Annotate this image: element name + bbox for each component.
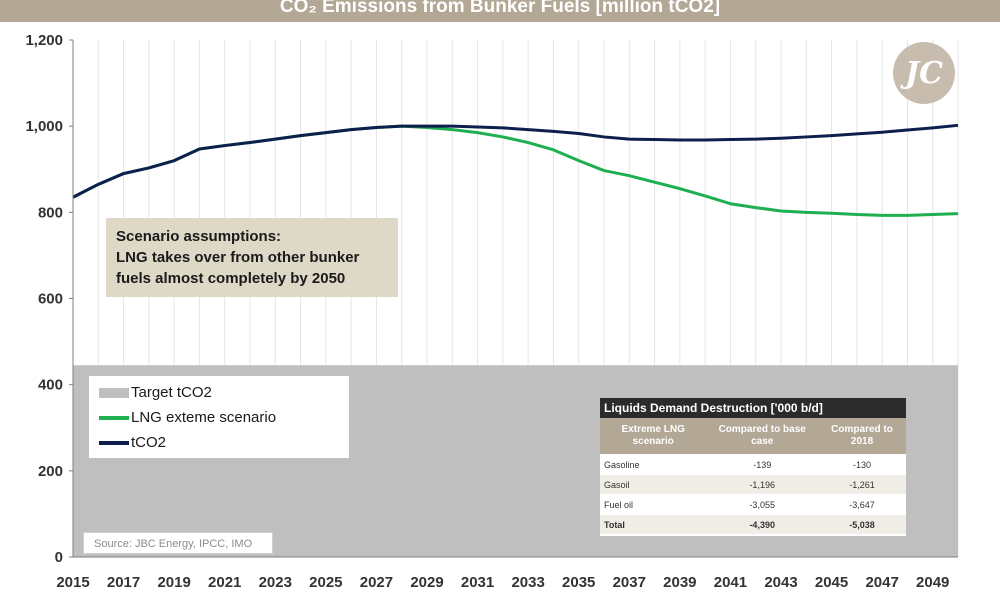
cell-2018: -5,038 [818,514,906,534]
x-tick-label: 2041 [714,574,747,591]
cell-2018: -3,647 [818,494,906,515]
x-tick-label: 2049 [916,574,949,591]
axes [69,39,958,558]
x-tick-label: 2045 [815,574,848,591]
annotation-line: Scenario assumptions: [116,228,282,245]
legend-label: tCO2 [131,434,167,451]
row-label: Gasoline [600,454,707,475]
legend-item-target: Target tCO2 [99,380,339,405]
scenario-annotation: Scenario assumptions: LNG takes over fro… [106,218,398,297]
logo-text: JC [904,55,944,91]
series-line-lng [72,124,959,217]
x-tick-label: 2035 [562,574,595,591]
x-tick-label: 2047 [865,574,898,591]
table-header: Extreme LNG scenario [600,418,707,455]
table-title: Liquids Demand Destruction ['000 b/d] [600,398,906,418]
y-tick-label: 0 [55,549,63,566]
series-line-tco2 [72,123,959,199]
legend-swatch-target [99,387,129,398]
liquids-demand-table: Liquids Demand Destruction ['000 b/d] Ex… [600,398,906,536]
table-row: Gasoil -1,196 -1,261 [600,474,906,495]
x-tick-label: 2033 [511,574,544,591]
x-tick-label: 2017 [107,574,140,591]
legend: Target tCO2 LNG exteme scenario tCO2 [89,376,349,458]
row-label: Gasoil [600,474,707,495]
legend-swatch-tco2 [99,440,129,445]
tick-labels: 0 200 400 600 800 1,000 1,200 2015 2017 2019 2021 2… [25,32,949,591]
y-tick-label: 800 [38,204,63,221]
y-tick-label: 1,000 [25,118,63,135]
x-tick-label: 2023 [259,574,292,591]
cell-2018: -1,261 [818,474,906,495]
cell-base: -1,196 [706,474,819,495]
x-tick-label: 2019 [157,574,190,591]
cell-base: -4,390 [706,514,819,534]
y-tick-label: 600 [38,291,63,308]
cell-base: -139 [706,454,819,475]
x-tick-label: 2027 [360,574,393,591]
source-note: Source: JBC Energy, IPCC, IMO [83,532,273,554]
row-label: Total [600,514,707,534]
table: Extreme LNG scenario Compared to base ca… [600,418,906,534]
legend-item-lng: LNG exteme scenario [99,405,339,430]
row-label: Fuel oil [600,494,707,515]
x-tick-label: 2015 [56,574,89,591]
legend-item-tco2: tCO2 [99,430,339,455]
x-tick-label: 2025 [309,574,342,591]
table-header: Compared to 2018 [818,418,906,455]
y-tick-label: 200 [38,463,63,480]
x-tick-label: 2021 [208,574,241,591]
legend-label: LNG exteme scenario [131,409,277,426]
y-tick-label: 400 [38,377,63,394]
legend-swatch-lng [99,415,129,420]
title-bar: CO₂ Emissions from Bunker Fuels [million… [0,0,1000,22]
x-tick-label: 2029 [410,574,443,591]
annotation-line: fuels almost completely by 2050 [116,270,346,287]
table-row: Gasoline -139 -130 [600,454,906,475]
table-row-total: Total -4,390 -5,038 [600,514,906,534]
x-tick-label: 2039 [663,574,696,591]
x-tick-label: 2043 [764,574,797,591]
annotation-line: LNG takes over from other bunker [116,249,360,266]
cell-base: -3,055 [706,494,819,515]
x-tick-label: 2031 [461,574,494,591]
chart-title: CO₂ Emissions from Bunker Fuels [million… [279,0,721,17]
x-tick-label: 2037 [613,574,646,591]
table-header: Compared to base case [706,418,819,455]
table-row: Fuel oil -3,055 -3,647 [600,494,906,515]
y-tick-label: 1,200 [25,32,63,49]
cell-2018: -130 [818,454,906,475]
jbc-logo-icon: JC [893,42,955,104]
legend-label: Target tCO2 [131,384,212,401]
